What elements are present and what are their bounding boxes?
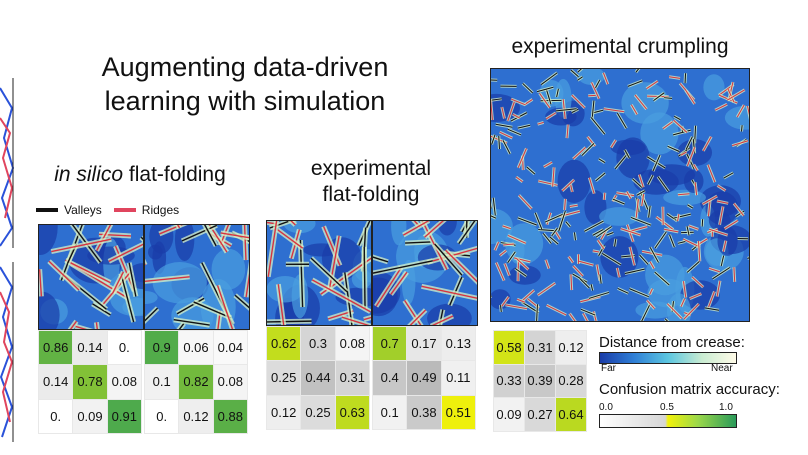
matrix-row: 0. 0.09 0.91 xyxy=(37,398,143,435)
matrix-cell: 0.14 xyxy=(72,329,108,366)
matrix-cell: 0.78 xyxy=(72,364,108,400)
ridge-swatch xyxy=(113,208,136,212)
matrix-cell: 0.88 xyxy=(212,398,249,435)
crease-image-silico-2 xyxy=(144,224,250,330)
crease-image-expflat-1 xyxy=(266,220,372,326)
confusion-matrix-expflat-1: 0.62 0.3 0.08 0.25 0.44 0.31 0.12 0.25 0.63 xyxy=(265,325,371,431)
crease-image-expflat-2 xyxy=(372,220,478,326)
confusion-tick-05: 0.5 xyxy=(660,402,674,413)
matrix-row: 0.62 0.3 0.08 xyxy=(265,325,371,362)
left-edge-crease-fragment-bottom xyxy=(0,262,14,442)
matrix-cell: 0.25 xyxy=(300,394,336,431)
crease-image-silico-1 xyxy=(38,224,144,330)
matrix-row: 0. 0.12 0.88 xyxy=(143,398,249,435)
confusion-legend-title: Confusion matrix accuracy: xyxy=(599,381,780,398)
matrix-cell: 0.33 xyxy=(493,363,525,399)
matrix-cell: 0.1 xyxy=(143,364,180,400)
heading-in-silico: in silico flat-folding xyxy=(40,162,240,188)
matrix-cell: 0.06 xyxy=(178,329,214,366)
matrix-row: 0.14 0.78 0.08 xyxy=(37,364,143,400)
matrix-row: 0.25 0.44 0.31 xyxy=(265,360,371,396)
heading-exp-flat-line1: experimental xyxy=(310,157,432,180)
matrix-cell: 0.9 xyxy=(143,329,180,366)
distance-colorbar xyxy=(599,352,737,364)
matrix-cell: 0.44 xyxy=(300,360,336,396)
matrix-row: 0.58 0.31 0.12 xyxy=(493,330,587,365)
confusion-matrix-silico-1: 0.86 0.14 0. 0.14 0.78 0.08 0. 0.09 0.91 xyxy=(37,329,143,435)
matrix-cell: 0.09 xyxy=(493,397,525,432)
confusion-tick-0: 0.0 xyxy=(599,402,613,413)
valley-swatch xyxy=(36,208,58,212)
matrix-cell: 0.08 xyxy=(212,364,249,400)
matrix-cell: 0.12 xyxy=(265,394,302,431)
matrix-cell: 0.31 xyxy=(524,330,556,365)
matrix-cell: 0.4 xyxy=(371,360,408,396)
matrix-cell: 0.49 xyxy=(406,360,442,396)
matrix-cell: 0.7 xyxy=(371,325,408,362)
matrix-cell: 0.51 xyxy=(440,394,477,431)
matrix-cell: 0.12 xyxy=(178,398,214,435)
figure-title: Augmenting data-driven learning with sim… xyxy=(101,52,389,116)
distance-legend-title: Distance from crease: xyxy=(599,334,745,351)
matrix-row: 0.9 0.06 0.04 xyxy=(143,329,249,366)
matrix-cell: 0.38 xyxy=(406,394,442,431)
ridge-label: Ridges xyxy=(141,203,180,217)
matrix-cell: 0.09 xyxy=(72,398,108,435)
matrix-cell: 0.86 xyxy=(37,329,74,366)
matrix-cell: 0.64 xyxy=(555,397,587,432)
matrix-cell: 0. xyxy=(106,329,143,366)
matrix-cell: 0.1 xyxy=(371,394,408,431)
matrix-cell: 0.91 xyxy=(106,398,143,435)
matrix-cell: 0.39 xyxy=(524,363,556,399)
matrix-cell: 0.3 xyxy=(300,325,336,362)
heading-in-silico-italic: in silico xyxy=(54,163,124,186)
matrix-cell: 0.11 xyxy=(440,360,477,396)
confusion-matrix-expflat-2: 0.7 0.17 0.13 0.4 0.49 0.11 0.1 0.38 0.51 xyxy=(371,325,477,431)
matrix-cell: 0.63 xyxy=(334,394,371,431)
distance-far-label: Far xyxy=(601,363,616,374)
matrix-row: 0.12 0.25 0.63 xyxy=(265,394,371,431)
crease-image-crumpling xyxy=(490,68,750,322)
matrix-cell: 0.58 xyxy=(493,330,525,365)
matrix-row: 0.33 0.39 0.28 xyxy=(493,363,587,399)
matrix-row: 0.1 0.82 0.08 xyxy=(143,364,249,400)
matrix-row: 0.86 0.14 0. xyxy=(37,329,143,366)
heading-experimental-crumpling: experimental crumpling xyxy=(511,35,729,58)
heading-exp-flat-line2: flat-folding xyxy=(322,183,420,206)
matrix-cell: 0.13 xyxy=(440,325,477,362)
matrix-cell: 0.04 xyxy=(212,329,249,366)
crease-type-legend: Valleys Ridges xyxy=(36,203,179,217)
matrix-cell: 0.12 xyxy=(555,330,587,365)
valley-label: Valleys xyxy=(64,203,102,217)
heading-experimental-flat-folding: experimental flat-folding xyxy=(286,156,456,208)
matrix-cell: 0.82 xyxy=(178,364,214,400)
matrix-row: 0.4 0.49 0.11 xyxy=(371,360,477,396)
heading-in-silico-rest: flat-folding xyxy=(123,163,226,186)
left-edge-crease-fragment-top xyxy=(0,78,15,248)
matrix-cell: 0.08 xyxy=(106,364,143,400)
confusion-tick-1: 1.0 xyxy=(719,402,733,413)
matrix-cell: 0.25 xyxy=(265,360,302,396)
confusion-matrix-crumpling: 0.58 0.31 0.12 0.33 0.39 0.28 0.09 0.27 0.64 xyxy=(493,330,587,432)
confusion-colorbar xyxy=(599,414,737,428)
matrix-cell: 0.62 xyxy=(265,325,302,362)
matrix-row: 0.09 0.27 0.64 xyxy=(493,397,587,432)
distance-near-label: Near xyxy=(711,363,733,374)
confusion-matrix-silico-2: 0.9 0.06 0.04 0.1 0.82 0.08 0. 0.12 0.88 xyxy=(143,329,249,435)
matrix-row: 0.7 0.17 0.13 xyxy=(371,325,477,362)
matrix-cell: 0. xyxy=(143,398,180,435)
matrix-cell: 0.08 xyxy=(334,325,371,362)
matrix-cell: 0.27 xyxy=(524,397,556,432)
matrix-cell: 0. xyxy=(37,398,74,435)
matrix-cell: 0.31 xyxy=(334,360,371,396)
matrix-cell: 0.14 xyxy=(37,364,74,400)
matrix-cell: 0.17 xyxy=(406,325,442,362)
matrix-row: 0.1 0.38 0.51 xyxy=(371,394,477,431)
matrix-cell: 0.28 xyxy=(555,363,587,399)
